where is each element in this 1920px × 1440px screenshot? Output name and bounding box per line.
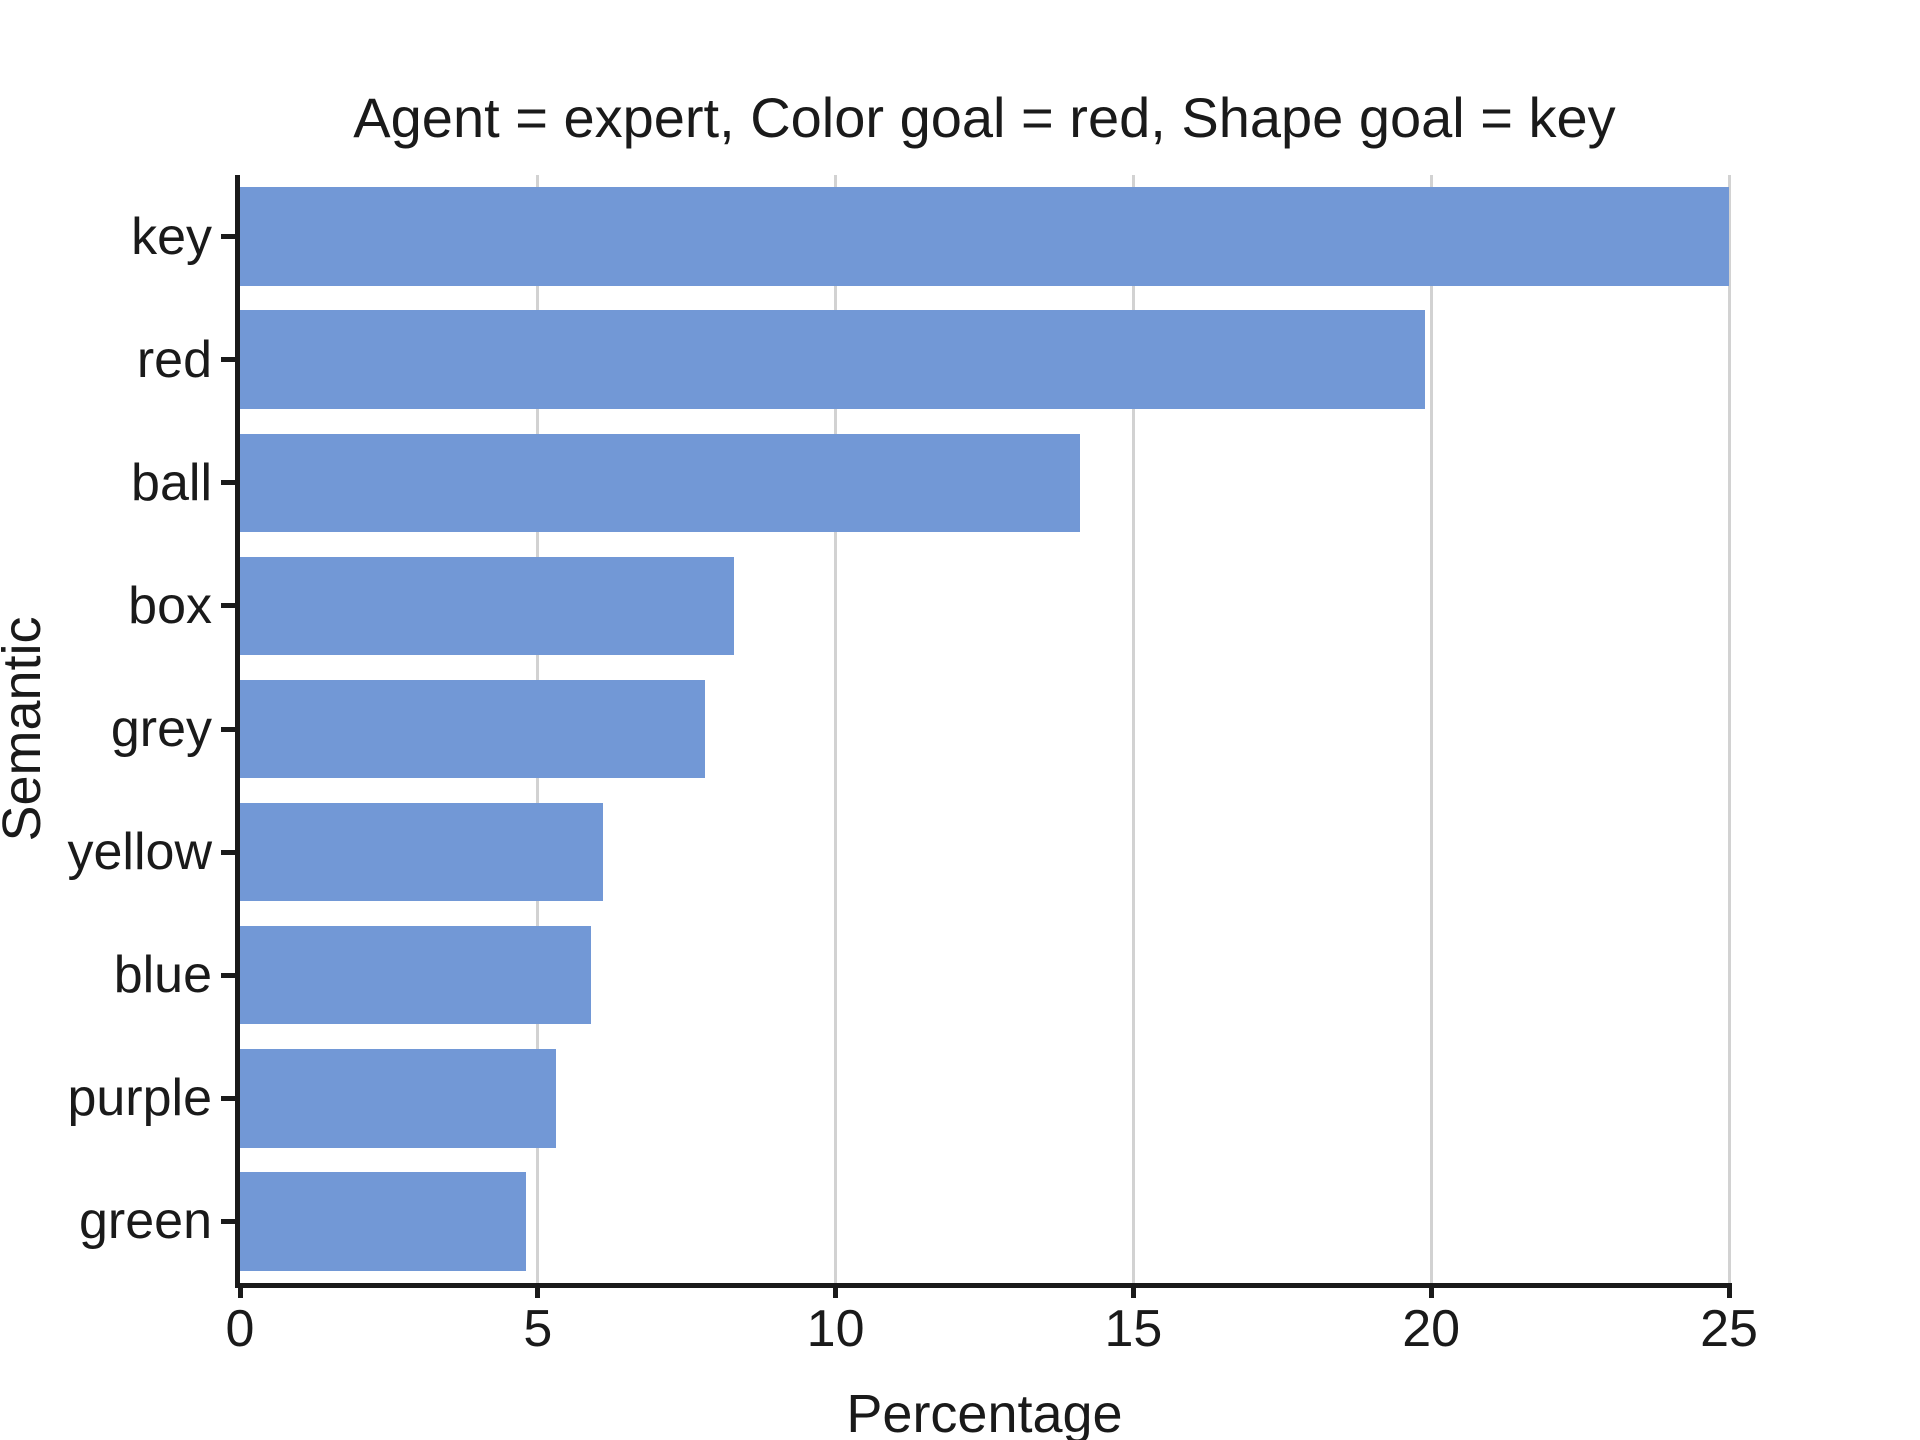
- y-tick-label-box: box: [128, 576, 212, 635]
- y-tick-label-green: green: [79, 1192, 212, 1251]
- y-tick-red: [221, 357, 235, 363]
- plot-area: [235, 175, 1731, 1288]
- x-tick-25: [1726, 1283, 1732, 1298]
- bar-red: [240, 310, 1426, 409]
- x-tick-label-20: 20: [1402, 1300, 1461, 1358]
- y-tick-label-grey: grey: [110, 700, 212, 758]
- y-tick-key: [221, 234, 235, 240]
- y-tick-ball: [221, 480, 235, 486]
- y-tick-purple: [221, 1095, 235, 1101]
- bar-green: [240, 1172, 526, 1271]
- gridline-x-25: [1727, 175, 1731, 1283]
- bar-yellow: [240, 802, 604, 902]
- x-tick-15: [1130, 1283, 1136, 1298]
- y-tick-label-purple: purple: [67, 1069, 212, 1128]
- chart-title: Agent = expert, Color goal = red, Shape …: [353, 86, 1616, 149]
- y-tick-yellow: [221, 849, 235, 855]
- x-tick-label-5: 5: [523, 1300, 553, 1358]
- y-tick-label-red: red: [136, 330, 212, 389]
- bar-grey: [240, 679, 705, 779]
- x-tick-label-25: 25: [1700, 1300, 1758, 1358]
- gridline-x-20: [1429, 175, 1433, 1283]
- y-tick-green: [221, 1218, 235, 1224]
- x-tick-label-0: 0: [225, 1300, 255, 1358]
- gridline-x-15: [1131, 175, 1135, 1283]
- x-tick-label-10: 10: [806, 1300, 865, 1358]
- gridline-x-10: [834, 175, 838, 1283]
- y-tick-label-yellow: yellow: [67, 823, 213, 882]
- y-tick-blue: [221, 972, 235, 978]
- y-tick-label-blue: blue: [113, 946, 212, 1005]
- y-tick-grey: [221, 726, 235, 732]
- x-tick-0: [237, 1283, 243, 1298]
- bar-blue: [240, 925, 592, 1025]
- y-tick-label-ball: ball: [131, 453, 212, 512]
- bar-box: [240, 556, 735, 656]
- x-tick-20: [1428, 1283, 1434, 1298]
- x-tick-5: [535, 1283, 541, 1298]
- y-tick-label-key: key: [131, 207, 212, 266]
- x-tick-label-15: 15: [1104, 1300, 1163, 1358]
- bar-purple: [240, 1049, 556, 1148]
- y-tick-box: [221, 603, 235, 609]
- bar-ball: [240, 433, 1080, 533]
- x-axis-label: Percentage: [846, 1384, 1123, 1440]
- bar-key: [240, 187, 1729, 286]
- x-tick-10: [833, 1283, 839, 1298]
